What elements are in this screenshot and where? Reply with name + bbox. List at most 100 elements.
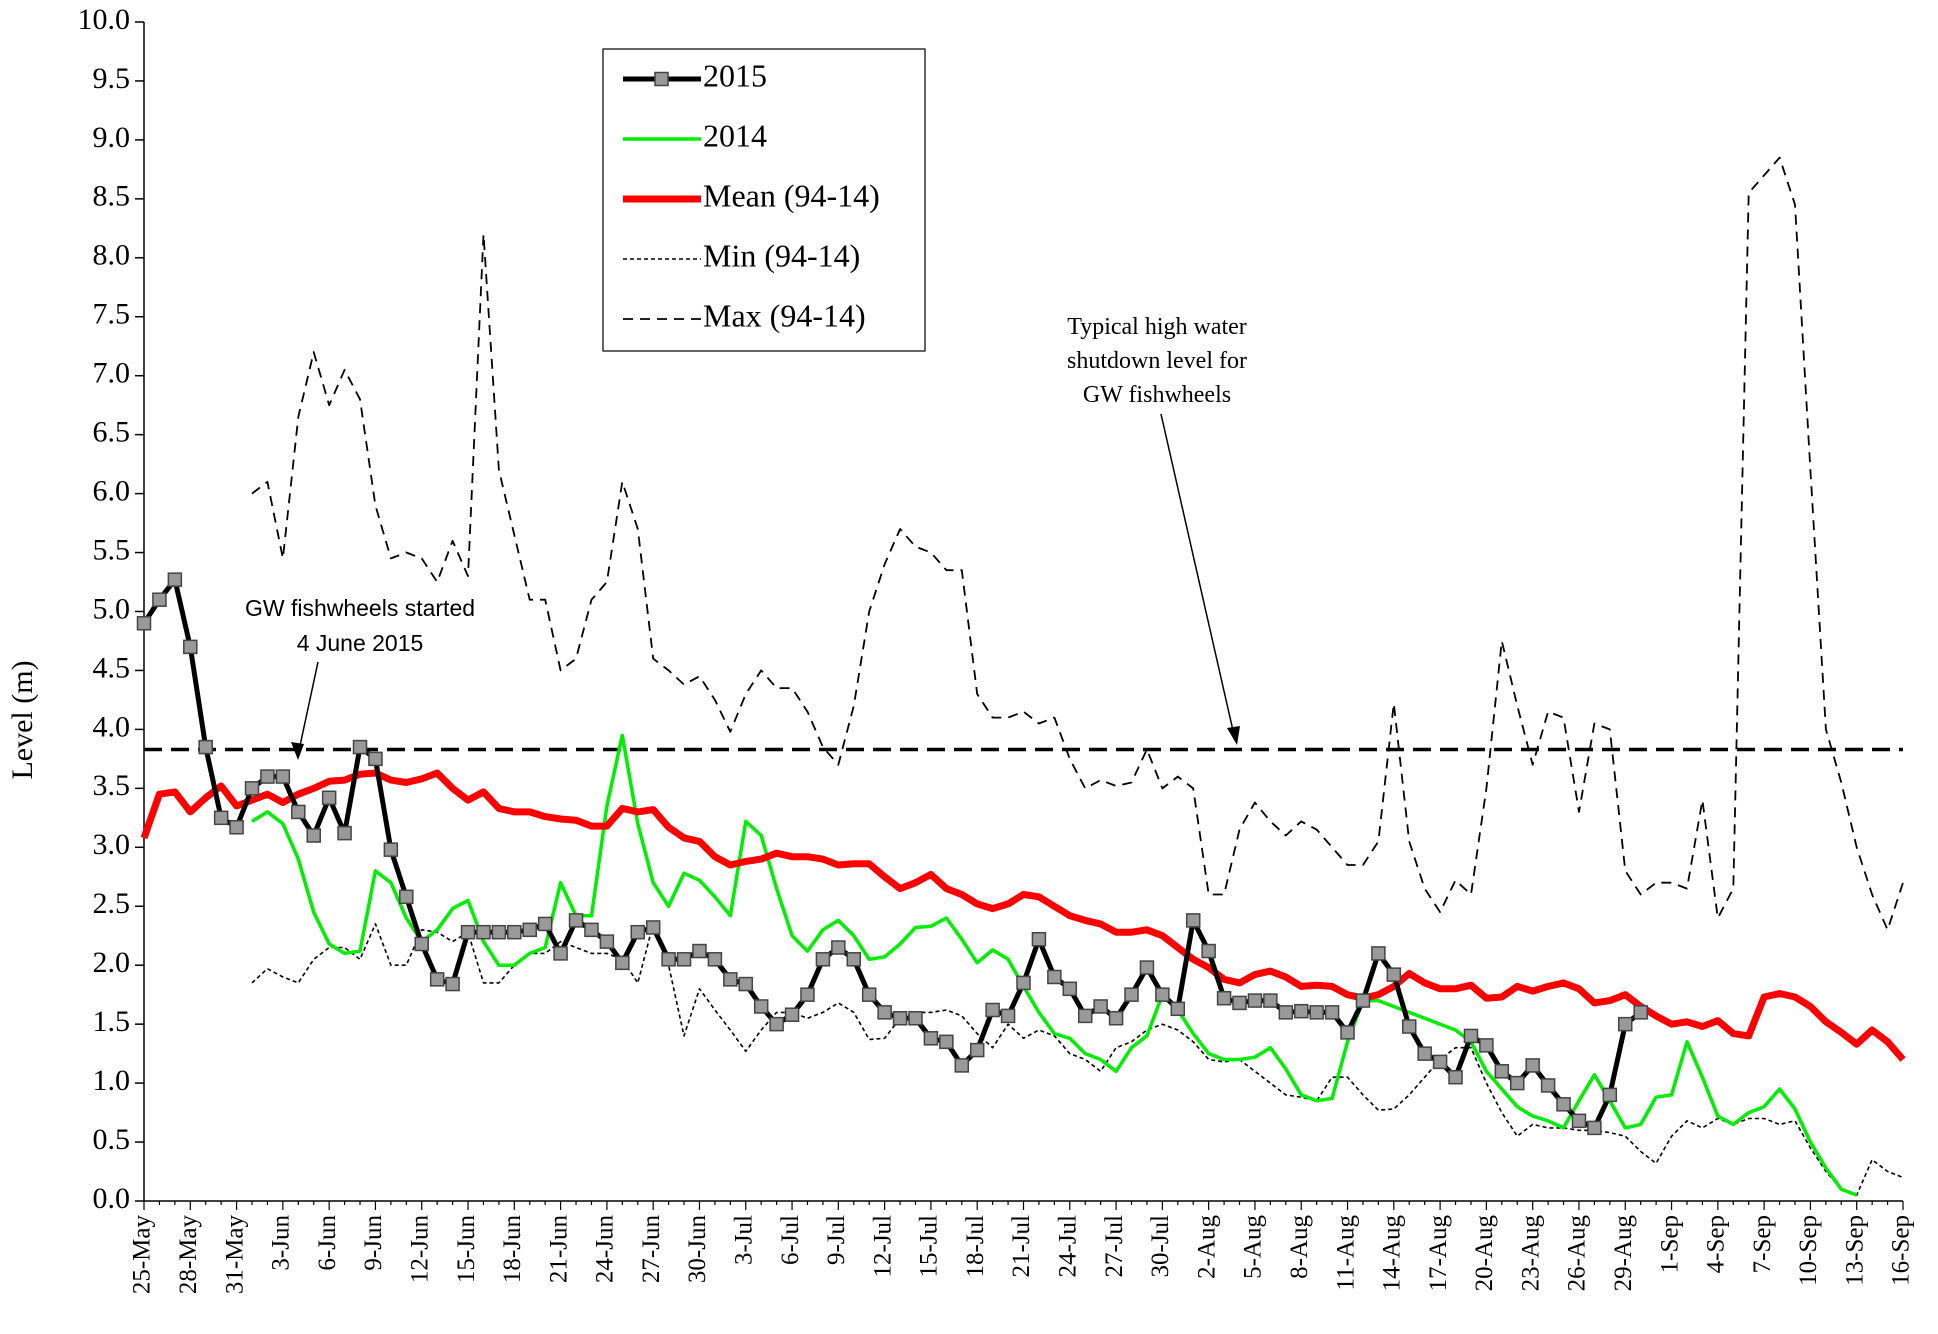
arrow-head (291, 742, 304, 760)
annotation-text: shutdown level for (1067, 348, 1247, 374)
marker (507, 924, 522, 940)
marker (1232, 995, 1247, 1011)
marker (1124, 987, 1139, 1002)
marker (414, 936, 429, 952)
marker (1540, 1078, 1556, 1093)
marker (1016, 975, 1031, 991)
x-tick-label: 18-Jun (499, 1215, 526, 1284)
y-tick-label: 4.5 (93, 651, 131, 684)
marker (537, 916, 553, 932)
marker (1062, 981, 1078, 997)
series (251, 156, 1904, 931)
y-tick-label: 5.5 (93, 533, 131, 566)
y-tick-label: 2.5 (93, 887, 131, 920)
marker (337, 825, 352, 841)
annotation-text: GW fishwheels (1083, 382, 1231, 408)
marker (1309, 1005, 1324, 1020)
marker (476, 924, 491, 940)
marker (1324, 1005, 1340, 1020)
x-tick-label: 21-Jun (545, 1215, 572, 1284)
series (140, 769, 1906, 1062)
marker (260, 769, 275, 784)
marker (213, 810, 229, 826)
x-tick-label: 8-Aug (1286, 1215, 1313, 1279)
x-tick-label: 28-May (175, 1215, 202, 1295)
marker (568, 913, 584, 928)
x-tick-label: 12-Jun (406, 1215, 433, 1284)
series (136, 572, 1648, 1136)
marker (352, 739, 368, 755)
y-tick-label: 7.5 (93, 298, 131, 331)
x-tick-label: 11-Aug (1332, 1215, 1359, 1291)
marker (1463, 1028, 1479, 1044)
marker (1618, 1016, 1633, 1032)
x-tick-label: 6-Jun (314, 1215, 341, 1271)
y-tick-label: 8.5 (93, 180, 131, 213)
x-tick-label: 24-Jul (1055, 1215, 1082, 1278)
x-tick-label: 6-Jul (777, 1215, 804, 1265)
x-tick-label: 14-Aug (1379, 1215, 1406, 1292)
x-tick-label: 9-Jun (360, 1215, 387, 1271)
y-tick-label: 10.0 (78, 3, 131, 36)
x-tick-label: 29-Aug (1610, 1215, 1637, 1292)
marker (630, 924, 646, 940)
marker (800, 987, 815, 1002)
legend: 2015 2014 Mean (94-14) Min (94-14) Max (94-1… (602, 48, 926, 352)
marker (939, 1034, 954, 1050)
marker (908, 1011, 923, 1026)
marker (1247, 993, 1263, 1008)
legend-label: 2015 (703, 57, 767, 93)
marker (291, 804, 306, 820)
marker (676, 952, 692, 967)
marker (368, 751, 383, 767)
x-tick-label: 9-Jul (823, 1215, 850, 1265)
legend-label: Min (94-14) (703, 237, 860, 273)
y-tick-label: 5.0 (93, 592, 131, 625)
line (251, 733, 1858, 1197)
y-tick-label: 8.0 (93, 239, 131, 272)
legend-label: Max (94-14) (703, 297, 866, 333)
annotation-text: GW fishwheels started (245, 595, 475, 621)
marker (306, 828, 321, 843)
y-axis-label: Level (m) (6, 660, 39, 779)
x-tick-label: 27-Jul (1101, 1215, 1128, 1278)
x-tick-label: 3-Jul (730, 1215, 757, 1265)
x-tick-label: 16-Sep (1888, 1215, 1915, 1286)
marker (923, 1031, 939, 1046)
marker (753, 999, 769, 1014)
annotation: GW fishwheels started 4 June 2015 (245, 595, 475, 760)
marker (1386, 967, 1402, 982)
marker (522, 922, 537, 938)
marker (846, 952, 862, 967)
y-tick-label: 4.0 (93, 710, 131, 743)
marker (198, 739, 213, 755)
y-tick-label: 0.5 (93, 1123, 131, 1156)
x-tick-label: 15-Jul (916, 1215, 943, 1278)
x-tick-label: 27-Jun (638, 1215, 665, 1284)
marker (784, 1007, 800, 1022)
y-tick-label: 0.0 (93, 1182, 131, 1215)
marker (229, 820, 244, 835)
marker (491, 924, 507, 940)
marker (692, 943, 707, 959)
arrow-head (1227, 726, 1240, 745)
marker (1047, 969, 1062, 985)
marker (275, 769, 291, 784)
marker (1093, 999, 1108, 1014)
marker (861, 987, 877, 1002)
marker (1355, 993, 1371, 1008)
marker (738, 976, 754, 992)
x-tick-label: 20-Aug (1471, 1215, 1498, 1292)
annotation-arrow (1160, 413, 1235, 736)
marker (383, 842, 399, 857)
x-tick-label: 1-Sep (1656, 1215, 1683, 1273)
legend-label: 2014 (703, 117, 767, 153)
annotation-text: 4 June 2015 (297, 630, 424, 656)
marker (1155, 987, 1170, 1002)
y-tick-label: 3.5 (93, 769, 131, 802)
line (251, 156, 1904, 931)
marker (1479, 1038, 1494, 1053)
marker (152, 592, 167, 607)
marker (1216, 990, 1232, 1006)
